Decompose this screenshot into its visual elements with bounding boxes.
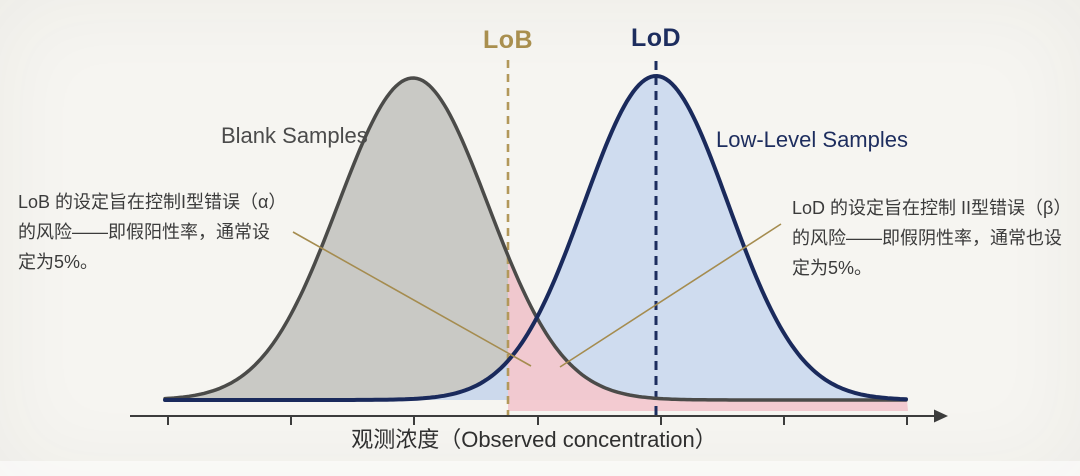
blank-curve-stroke [163,76,908,402]
lob-label: LoB [482,26,534,54]
lod-leader-line [559,223,782,368]
bottom-highlight-band [0,461,1080,476]
lod-note-line-1: LoD 的设定旨在控制 II型错误（β） [792,198,1072,218]
lob-note: LoB 的设定旨在控制I型错误（α） 的风险——即假阳性率，通常设 定为5%。 [18,187,286,277]
blank-curve-fill [165,78,908,400]
blank-samples-label: Blank Samples [221,123,368,148]
lod-note-line-3: 定为5%。 [792,258,873,278]
low-level-curve-stroke [163,73,908,402]
false-positive-region [508,255,908,411]
lob-note-line-1: LoB 的设定旨在控制I型错误（α） [18,192,287,212]
lod-note: LoD 的设定旨在控制 II型错误（β） 的风险——即假阴性率，通常也设 定为5… [792,193,1071,283]
lob-note-line-2: 的风险——即假阳性率，通常设 [18,222,270,242]
lob-leader-line [292,231,532,367]
lod-label: LoD [630,24,682,52]
axis-arrow-icon [934,409,948,423]
low-level-curve-fill [165,76,908,400]
lob-note-line-3: 定为5%。 [18,252,99,272]
low-level-samples-label: Low-Level Samples [716,127,908,152]
x-axis-label: 观测浓度（Observed concentration） [351,427,717,452]
lod-note-line-2: 的风险——即假阴性率，通常也设 [792,228,1062,248]
